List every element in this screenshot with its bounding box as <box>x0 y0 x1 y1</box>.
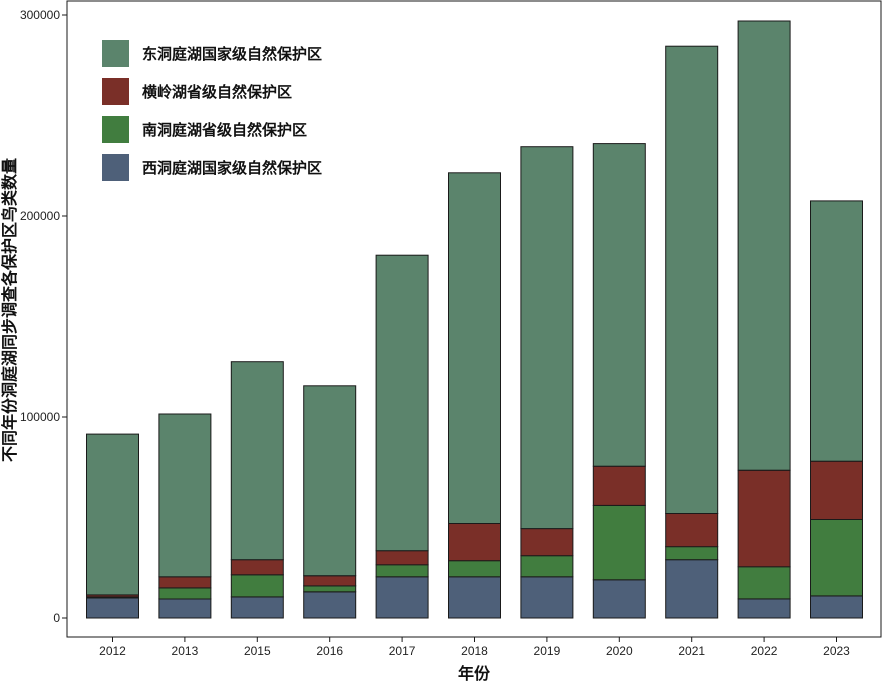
bar-2019-series-3 <box>520 146 574 530</box>
x-tick-label-2023: 2023 <box>823 644 850 658</box>
bar-2020-series-2 <box>592 465 646 506</box>
bar-2018-series-1 <box>448 560 501 578</box>
bar-2021-series-0 <box>665 559 719 619</box>
y-tick-label: 300000 <box>20 8 60 22</box>
legend-label-1: 横岭湖省级自然保护区 <box>142 83 292 101</box>
legend-label-0: 东洞庭湖国家级自然保护区 <box>142 45 322 63</box>
bar-2016-series-3 <box>303 385 357 577</box>
y-tick-label: 0 <box>53 611 60 625</box>
bar-2013-series-1 <box>158 587 212 600</box>
x-axis-title: 年份 <box>458 664 491 683</box>
bar-2023-series-3 <box>810 200 863 462</box>
bar-2021-series-3 <box>665 45 719 514</box>
bar-2023-series-0 <box>810 595 863 619</box>
bar-2016-series-1 <box>303 585 357 593</box>
x-tick-label-2022: 2022 <box>751 644 778 658</box>
bar-2019-series-1 <box>520 555 574 578</box>
x-tick-label-2020: 2020 <box>606 644 633 658</box>
x-tick-label-2016: 2016 <box>316 644 343 658</box>
bar-2017-series-3 <box>375 254 429 552</box>
legend-label-2: 南洞庭湖省级自然保护区 <box>142 121 307 139</box>
bar-2018-series-3 <box>448 172 501 525</box>
bar-2017-series-2 <box>375 550 429 566</box>
bar-2020-series-3 <box>592 143 646 467</box>
bar-2022-series-1 <box>737 566 791 600</box>
x-tick-label-2017: 2017 <box>389 644 416 658</box>
bar-2013-series-2 <box>158 576 212 589</box>
bar-2020-series-1 <box>592 504 646 581</box>
x-tick-label-2021: 2021 <box>678 644 705 658</box>
x-tick-label-2013: 2013 <box>172 644 199 658</box>
bar-2012-series-3 <box>86 433 139 596</box>
bar-2018-series-0 <box>448 576 501 619</box>
y-axis-title: 不同年份洞庭湖同步调查各保护区鸟类数量 <box>0 158 19 462</box>
x-tick-label-2012: 2012 <box>99 644 126 658</box>
bar-2023-series-2 <box>810 460 863 521</box>
bar-2017-series-1 <box>375 564 429 578</box>
y-tick-label: 100000 <box>20 410 60 424</box>
legend-swatch-1 <box>102 78 129 105</box>
bar-2015-series-3 <box>230 361 284 561</box>
bar-2022-series-2 <box>737 469 791 568</box>
bar-2020-series-0 <box>592 579 646 619</box>
bar-2017-series-0 <box>375 576 429 619</box>
bar-2021-series-1 <box>665 546 719 561</box>
bar-2016-series-2 <box>303 575 357 587</box>
bar-2015-series-2 <box>230 559 284 576</box>
bar-2012-series-0 <box>86 597 139 619</box>
bar-2013-series-0 <box>158 598 212 619</box>
bar-2019-series-0 <box>520 576 574 619</box>
bar-2022-series-3 <box>737 20 791 471</box>
legend: 东洞庭湖国家级自然保护区横岭湖省级自然保护区南洞庭湖省级自然保护区西洞庭湖国家级… <box>102 40 322 181</box>
legend-label-3: 西洞庭湖国家级自然保护区 <box>142 159 322 177</box>
legend-swatch-2 <box>102 116 129 143</box>
x-axis: 2012 2013 2015 2016 2017 2018 2019 2020 2021 2022… <box>99 637 850 658</box>
bar-2013-series-3 <box>158 413 212 578</box>
legend-swatch-0 <box>102 40 129 67</box>
x-tick-label-2018: 2018 <box>461 644 488 658</box>
y-axis: 0 100000 200000 300000 <box>20 8 67 625</box>
x-tick-label-2015: 2015 <box>244 644 271 658</box>
x-tick-label-2019: 2019 <box>534 644 561 658</box>
bar-2015-series-1 <box>230 574 284 598</box>
bar-2022-series-0 <box>737 598 791 619</box>
bar-2018-series-2 <box>448 523 501 562</box>
bars-group <box>86 20 863 619</box>
bar-2015-series-0 <box>230 596 284 619</box>
bar-2023-series-1 <box>810 519 863 597</box>
y-tick-label: 200000 <box>20 209 60 223</box>
bar-2021-series-2 <box>665 513 719 548</box>
bar-2016-series-0 <box>303 591 357 619</box>
legend-swatch-3 <box>102 154 129 181</box>
bar-2019-series-2 <box>520 528 574 557</box>
